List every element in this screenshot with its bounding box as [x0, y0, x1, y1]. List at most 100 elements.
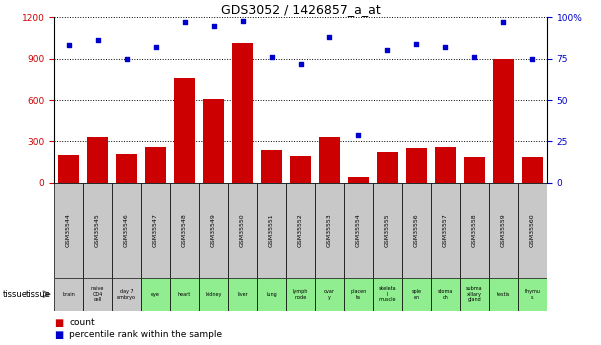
- Bar: [228, 278, 257, 310]
- Bar: [170, 278, 199, 310]
- Text: liver: liver: [237, 292, 248, 297]
- Text: GSM35556: GSM35556: [414, 214, 419, 247]
- Bar: [315, 278, 344, 310]
- Bar: [261, 150, 282, 183]
- Bar: [431, 183, 460, 278]
- Point: [412, 41, 421, 47]
- Bar: [141, 183, 170, 278]
- Bar: [112, 183, 141, 278]
- Point: [64, 43, 73, 48]
- Bar: [344, 278, 373, 310]
- Bar: [373, 278, 402, 310]
- Bar: [83, 278, 112, 310]
- Text: ■: ■: [54, 318, 63, 327]
- Bar: [460, 278, 489, 310]
- Bar: [54, 278, 83, 310]
- Bar: [112, 278, 141, 310]
- Point: [469, 54, 479, 60]
- Text: GSM35553: GSM35553: [327, 214, 332, 247]
- Bar: [199, 278, 228, 310]
- Bar: [228, 183, 257, 278]
- Text: placen
ta: placen ta: [350, 289, 367, 299]
- Bar: [257, 278, 286, 310]
- Bar: [315, 183, 344, 278]
- Bar: [431, 278, 460, 310]
- Point: [296, 61, 305, 66]
- Bar: [319, 137, 340, 183]
- Text: eye: eye: [151, 292, 160, 297]
- Text: count: count: [69, 318, 95, 327]
- Text: GSM35554: GSM35554: [356, 214, 361, 247]
- Text: GSM35558: GSM35558: [472, 214, 477, 247]
- Text: ovar
y: ovar y: [324, 289, 335, 299]
- Bar: [402, 278, 431, 310]
- Bar: [257, 183, 286, 278]
- Text: day 7
embryо: day 7 embryо: [117, 289, 136, 299]
- Point: [499, 19, 508, 25]
- Text: GSM35547: GSM35547: [153, 213, 158, 247]
- Point: [122, 56, 132, 61]
- Text: GSM35557: GSM35557: [443, 214, 448, 247]
- Bar: [286, 183, 315, 278]
- Text: percentile rank within the sample: percentile rank within the sample: [69, 330, 222, 339]
- Text: GSM35545: GSM35545: [95, 214, 100, 247]
- Bar: [435, 147, 456, 183]
- Bar: [117, 154, 136, 183]
- Text: GSM35560: GSM35560: [530, 214, 535, 247]
- Bar: [518, 278, 547, 310]
- Point: [180, 19, 189, 25]
- Text: naive
CD4
cell: naive CD4 cell: [91, 286, 104, 303]
- Bar: [377, 152, 398, 183]
- Bar: [460, 183, 489, 278]
- Text: GSM35555: GSM35555: [385, 214, 390, 247]
- Bar: [233, 43, 252, 183]
- Bar: [406, 148, 427, 183]
- Text: lymph
node: lymph node: [293, 289, 308, 299]
- Text: thymu
s: thymu s: [525, 289, 540, 299]
- Point: [151, 44, 160, 50]
- Point: [325, 34, 334, 40]
- Point: [353, 132, 363, 138]
- Text: GSM35559: GSM35559: [501, 214, 506, 247]
- Bar: [54, 183, 83, 278]
- Text: subma
xillary
gland: subma xillary gland: [466, 286, 483, 303]
- Bar: [87, 137, 108, 183]
- Text: heart: heart: [178, 292, 191, 297]
- Point: [267, 54, 276, 60]
- Text: GSM35546: GSM35546: [124, 214, 129, 247]
- Bar: [174, 78, 195, 183]
- Bar: [465, 157, 484, 183]
- Bar: [83, 183, 112, 278]
- Text: tissue: tissue: [26, 290, 51, 299]
- Text: lung: lung: [266, 292, 277, 297]
- Bar: [489, 278, 518, 310]
- Text: sple
en: sple en: [412, 289, 421, 299]
- Bar: [286, 278, 315, 310]
- Bar: [493, 59, 514, 183]
- Bar: [489, 183, 518, 278]
- Title: GDS3052 / 1426857_a_at: GDS3052 / 1426857_a_at: [221, 3, 380, 16]
- Text: GSM35549: GSM35549: [211, 213, 216, 247]
- Text: ■: ■: [54, 330, 63, 339]
- Bar: [518, 183, 547, 278]
- Text: stoma
ch: stoma ch: [438, 289, 453, 299]
- Text: tissue: tissue: [3, 290, 28, 299]
- Bar: [402, 183, 431, 278]
- Text: brain: brain: [63, 292, 75, 297]
- Point: [238, 18, 248, 23]
- Bar: [141, 278, 170, 310]
- Point: [93, 38, 102, 43]
- Bar: [344, 183, 373, 278]
- Bar: [290, 156, 311, 183]
- Point: [528, 56, 537, 61]
- Text: GSM35550: GSM35550: [240, 214, 245, 247]
- Text: kidney: kidney: [206, 292, 222, 297]
- Bar: [199, 183, 228, 278]
- Text: testis: testis: [497, 292, 510, 297]
- Text: skeleta
l
muscle: skeleta l muscle: [379, 286, 396, 303]
- Point: [441, 44, 450, 50]
- Text: GSM35548: GSM35548: [182, 214, 187, 247]
- Bar: [145, 147, 166, 183]
- Bar: [170, 183, 199, 278]
- Point: [209, 23, 218, 28]
